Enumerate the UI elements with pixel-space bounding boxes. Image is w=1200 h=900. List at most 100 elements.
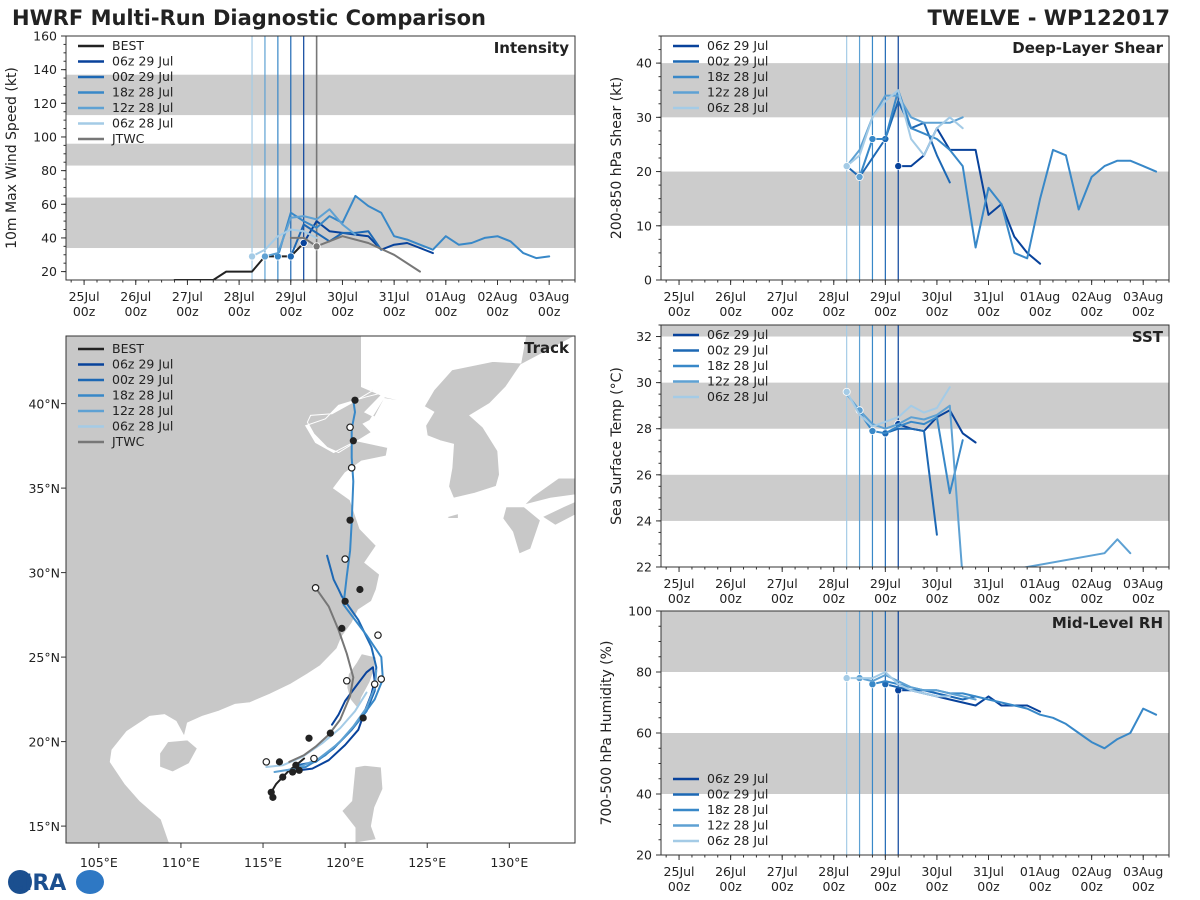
shear-ytick-label: 20 [636,164,652,179]
sst-series-06z-28-jul [845,386,951,428]
rh-xtick-label-hour: 00z [1080,879,1103,894]
rh-xtick-label-day: 30Jul [921,864,952,879]
rh-marker-06z-28-jul [842,674,851,683]
rh-ylabel: 700-500 hPa Humidity (%) [599,641,615,826]
track-legend-label-06z-29-jul: 06z 29 Jul [112,357,173,372]
shear-panel-title: Deep-Layer Shear [1012,39,1163,57]
sst-ytick-label: 32 [636,329,652,344]
track-lat-label: 30°N [28,566,60,581]
rh-ytick-label: 100 [628,604,652,619]
shear-legend-label-06z-29-jul: 06z 29 Jul [707,38,768,53]
intensity-xtick-label-hour: 00z [538,304,561,319]
rh-xtick-label-hour: 00z [668,879,691,894]
intensity-band [66,197,575,249]
track-point-filled-06z-28-jul [275,758,284,766]
shear-band [661,171,1169,226]
intensity-xtick-label-hour: 00z [435,304,458,319]
track-point-filled-00z-29-jul [341,597,349,605]
shear-xtick-label-hour: 00z [668,304,691,319]
track-line-06z-28-jul [265,691,368,768]
shear-xtick-label-hour: 00z [771,304,794,319]
intensity-xtick-label-day: 02Aug [477,289,517,304]
sst-series-00z-29-jul [884,427,938,536]
rh-legend-label-06z-28-jul: 06z 28 Jul [707,833,768,848]
shear-xtick-label-hour: 00z [719,304,742,319]
track-lon-label: 120°E [326,855,364,870]
intensity-series-jtwc [289,235,421,273]
intensity-legend-label-best: BEST [112,38,144,53]
intensity-marker-jtwc [312,242,321,251]
land-hainan [159,739,199,773]
track-point-filled-06z-29-jul [359,714,367,722]
intensity-xtick-label-day: 26Jul [120,289,151,304]
shear-marker-12z-28-jul [855,172,864,181]
intensity-legend-label-jtwc: JTWC [111,131,145,146]
shear-xtick-label-day: 25Jul [664,289,695,304]
track-point-open-jtwc [342,676,351,685]
track-point-open-18z-28-jul [346,423,354,432]
shear-legend-label-00z-29-jul: 00z 29 Jul [707,54,768,69]
sst-legend-label-06z-29-jul: 06z 29 Jul [707,327,768,342]
track-legend-label-18z-28-jul: 18z 28 Jul [112,388,173,403]
rh-xtick-label-hour: 00z [1029,879,1052,894]
sst-legend-label-12z-28-jul: 12z 28 Jul [707,374,768,389]
sst-plot-background [661,325,1169,567]
sst-xtick-label-hour: 00z [926,591,949,606]
shear-band [661,63,1169,118]
land-japan-shikoku [541,501,575,526]
shear-legend-label-18z-28-jul: 18z 28 Jul [707,69,768,84]
intensity-ytick-label: 140 [33,62,57,77]
track-point-filled-18z-28-jul [356,585,364,594]
shear-xtick-label-day: 01Aug [1020,289,1060,304]
sst-marker-06z-28-jul [842,387,851,396]
rh-legend-label-18z-28-jul: 18z 28 Jul [707,802,768,817]
track-lon-label: 130°E [490,855,528,870]
rh-band [661,611,1169,672]
rh-xtick-label-day: 31Jul [973,864,1004,879]
sst-panel-title: SST [1132,328,1164,346]
rh-xtick-label-day: 03Aug [1123,864,1163,879]
shear-xtick-label-hour: 00z [1132,304,1155,319]
track-point-open-12z-28-jul [377,675,386,683]
rh-panel-title: Mid-Level RH [1052,614,1163,632]
rh-xtick-label-day: 27Jul [767,864,798,879]
track-legend-label-best: BEST [112,341,144,356]
shear-xtick-label-day: 30Jul [921,289,952,304]
shear-xtick-label-hour: 00z [1029,304,1052,319]
intensity-marker-00z-29-jul [286,252,295,261]
sst-xtick-label-hour: 00z [874,591,897,606]
intensity-ytick-label: 20 [41,264,57,279]
intensity-panel: 2040608010012014016025Jul00z26Jul00z27Ju… [4,29,576,319]
intensity-series-12z-28-jul [263,208,357,258]
land-jeju [445,512,459,519]
shear-marker-06z-28-jul [842,162,851,171]
sst-legend-label-00z-29-jul: 00z 29 Jul [707,343,768,358]
rh-legend-label-12z-28-jul: 12z 28 Jul [707,818,768,833]
rh-series-00z-29-jul [884,683,977,701]
shear-xtick-label-hour: 00z [977,304,1000,319]
shear-xtick-label-hour: 00z [1080,304,1103,319]
track-axes-frame [65,335,576,844]
sst-marker-18z-28-jul [868,427,877,436]
intensity-xtick-label-day: 01Aug [426,289,466,304]
intensity-panel-title: Intensity [494,39,570,57]
intensity-legend-label-00z-29-jul: 00z 29 Jul [112,69,173,84]
sst-xtick-label-hour: 00z [1080,591,1103,606]
track-point-filled-best [267,788,275,796]
shear-ylabel: 200-850 hPa Shear (kt) [609,77,625,239]
intensity-marker-06z-29-jul [299,238,308,247]
track-point-open-18z-28-jul [374,631,382,639]
intensity-ytick-label: 120 [33,96,57,111]
intensity-legend-label-18z-28-jul: 18z 28 Jul [112,85,173,100]
track-panel-title: Track [524,339,570,357]
intensity-axes-frame [65,35,576,281]
track-panel: 15°N 20°N 25°N 30°N 35°N 40°N 105°E 110°E 115°E 1… [28,335,576,870]
sst-xtick-label-hour: 00z [1029,591,1052,606]
rh-xtick-label-hour: 00z [977,879,1000,894]
track-point-filled-12z-28-jul [288,768,297,776]
shear-xtick-label-hour: 00z [823,304,846,319]
track-legend-label-jtwc: JTWC [111,434,145,449]
